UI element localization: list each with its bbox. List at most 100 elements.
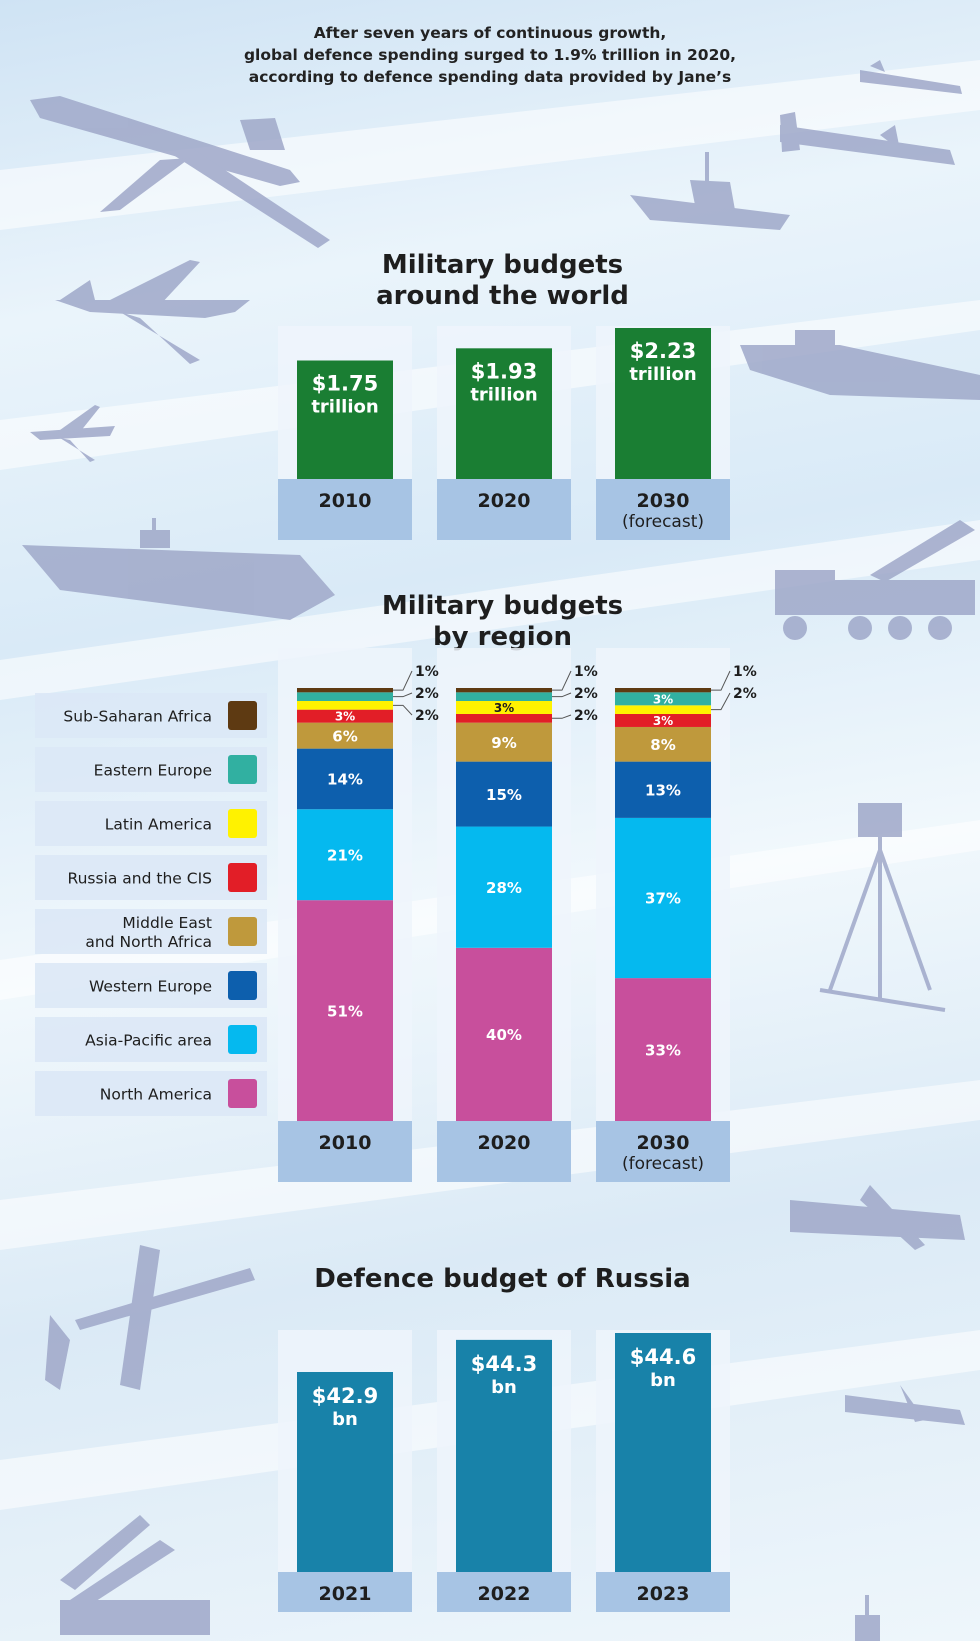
region-segment-label: 51% bbox=[327, 1002, 363, 1020]
world-bar-value-label: $1.93 bbox=[471, 359, 537, 383]
intro-line-2: global defence spending surged to 1.9% t… bbox=[243, 46, 737, 64]
russia-budget-title-line: Defence budget of Russia bbox=[314, 1264, 691, 1294]
legend-item-label: Asia-Pacific area bbox=[85, 1032, 212, 1050]
region-segment-label: 33% bbox=[645, 1041, 681, 1059]
russia-bar-unit-label: bn bbox=[491, 1377, 517, 1398]
world-axis-label-band bbox=[596, 479, 730, 540]
cruise-missile-icon bbox=[845, 1385, 965, 1425]
region-segment-label: 3% bbox=[653, 714, 673, 728]
region-segment-label: 13% bbox=[645, 781, 681, 799]
region-bar-segment bbox=[456, 700, 552, 714]
russia-bar bbox=[615, 1333, 711, 1572]
russia-bar bbox=[297, 1372, 393, 1572]
region-category-label: 2030 bbox=[637, 1132, 690, 1154]
legend-item-label: North America bbox=[100, 1086, 212, 1104]
russia-axis-label-band bbox=[437, 1572, 571, 1612]
region-segment-label: 8% bbox=[650, 736, 675, 754]
missile-launcher-truck-icon bbox=[775, 520, 975, 640]
region-callout-label: 2% bbox=[415, 708, 439, 724]
region-segment-label: 3% bbox=[335, 710, 355, 724]
legend-color-swatch bbox=[228, 971, 257, 1000]
region-bar-segment bbox=[297, 709, 393, 723]
russia-bar-unit-label: bn bbox=[332, 1409, 358, 1430]
legend-item-label: Latin America bbox=[105, 816, 212, 834]
russia-bar-value-label: $44.3 bbox=[471, 1352, 537, 1376]
region-bar-segment bbox=[615, 713, 711, 727]
legend-item-label: Middle East bbox=[122, 914, 212, 932]
world-category-label: 2030 bbox=[637, 490, 690, 512]
region-segment-label: 21% bbox=[327, 846, 363, 864]
region-category-note: (forecast) bbox=[622, 1154, 704, 1174]
fighter-jet-icon bbox=[55, 260, 250, 364]
region-bar-segment bbox=[615, 761, 711, 818]
region-category-label: 2020 bbox=[478, 1132, 531, 1154]
region-segment-label: 37% bbox=[645, 890, 681, 908]
region-bar-segment bbox=[615, 692, 711, 706]
world-category-label: 2020 bbox=[478, 490, 531, 512]
world-category-label: 2010 bbox=[319, 490, 372, 512]
russia-axis-label-band bbox=[278, 1572, 412, 1612]
region-callout-line bbox=[393, 704, 413, 716]
region-axis-label-band bbox=[437, 1121, 571, 1182]
world-budgets-title: Military budgets around the world bbox=[330, 250, 675, 312]
region-bar-segment bbox=[615, 726, 711, 762]
russia-budget-title: Defence budget of Russia bbox=[280, 1264, 725, 1295]
region-callout-label: 1% bbox=[733, 664, 757, 680]
cruise-missile-icon bbox=[780, 112, 955, 165]
air-defense-system-icon bbox=[60, 1515, 880, 1641]
region-segment-label: 40% bbox=[486, 1026, 522, 1044]
drone-icon bbox=[45, 1245, 255, 1390]
russia-category-label: 2022 bbox=[478, 1583, 531, 1605]
russia-bar-unit-label: bn bbox=[650, 1370, 676, 1391]
submarine-icon bbox=[740, 330, 980, 400]
region-callout-line bbox=[711, 692, 731, 711]
region-segment-label: 15% bbox=[486, 786, 522, 804]
region-segment-label: 3% bbox=[494, 701, 514, 715]
region-callout-line bbox=[552, 692, 572, 698]
region-bar-segment bbox=[456, 688, 552, 693]
region-callout-label: 2% bbox=[733, 686, 757, 702]
region-bar-segment bbox=[615, 978, 711, 1121]
region-callout-line bbox=[552, 670, 572, 691]
region-segment-label: 6% bbox=[332, 727, 357, 745]
region-bar-segment bbox=[297, 809, 393, 901]
legend-color-swatch bbox=[228, 701, 257, 730]
region-bar-segment bbox=[297, 700, 393, 710]
legend-item-label: and North Africa bbox=[85, 933, 212, 951]
legend-item-label: Western Europe bbox=[89, 978, 212, 996]
region-budgets-title-line1: Military budgets bbox=[381, 591, 624, 621]
world-bar-unit-label: trillion bbox=[629, 364, 696, 385]
bomber-plane-icon bbox=[30, 96, 330, 248]
aircraft-carrier-icon bbox=[22, 518, 335, 620]
legend-item-label: Russia and the CIS bbox=[68, 870, 212, 888]
world-budgets-title-line1: Military budgets bbox=[381, 250, 624, 280]
fighter-jet-icon bbox=[30, 405, 115, 462]
russia-category-label: 2021 bbox=[319, 1583, 372, 1605]
region-bar-segment bbox=[456, 826, 552, 948]
region-callout-line bbox=[552, 714, 572, 719]
intro-line-3: according to defence spending data provi… bbox=[248, 68, 732, 86]
world-bar bbox=[615, 328, 711, 479]
region-bar-segment bbox=[615, 705, 711, 714]
region-bar-segment bbox=[297, 748, 393, 810]
world-bar-value-label: $2.23 bbox=[630, 339, 696, 363]
region-segment-label: 3% bbox=[653, 692, 673, 706]
legend-color-swatch bbox=[228, 809, 257, 838]
russia-bar-value-label: $44.6 bbox=[630, 1345, 696, 1369]
region-callout-label: 2% bbox=[574, 708, 598, 724]
world-axis-label-band bbox=[278, 479, 412, 540]
russia-bar bbox=[456, 1339, 552, 1572]
region-callout-label: 2% bbox=[415, 686, 439, 702]
region-bar-segment bbox=[456, 947, 552, 1121]
world-bar-unit-label: trillion bbox=[470, 384, 537, 405]
region-category-label: 2010 bbox=[319, 1132, 372, 1154]
russia-category-label: 2023 bbox=[637, 1583, 690, 1605]
world-category-note: (forecast) bbox=[622, 512, 704, 532]
world-bar-unit-label: trillion bbox=[311, 397, 378, 418]
legend-color-swatch bbox=[228, 1079, 257, 1108]
region-segment-label: 14% bbox=[327, 771, 363, 789]
world-axis-label-band bbox=[437, 479, 571, 540]
region-bar-segment bbox=[456, 761, 552, 827]
region-budgets-title: Military budgets by region bbox=[330, 591, 675, 653]
